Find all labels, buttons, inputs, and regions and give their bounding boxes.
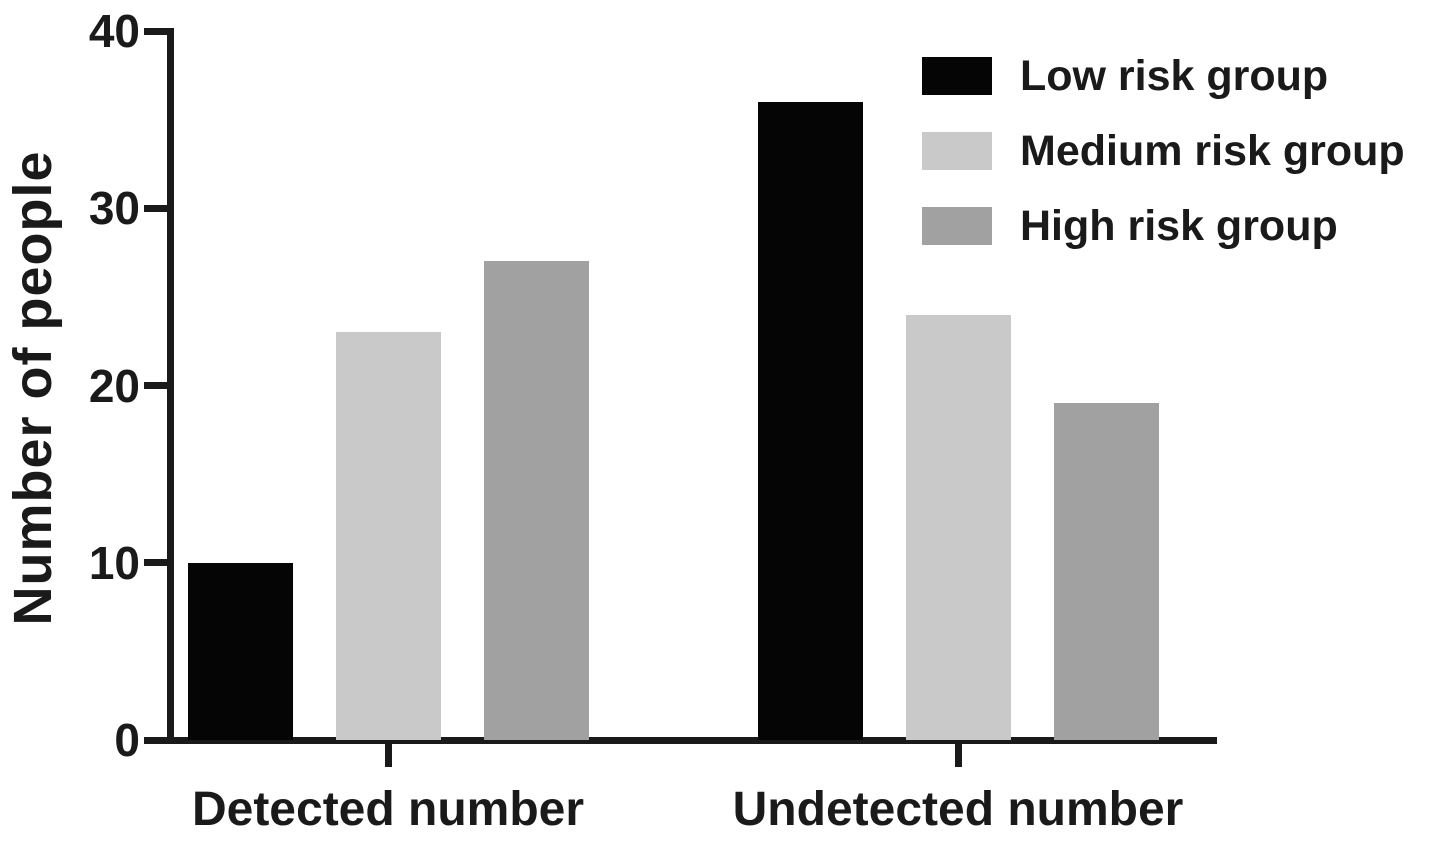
bar-high-risk-group-2 xyxy=(1053,403,1159,740)
y-tick-mark xyxy=(144,382,170,389)
y-tick-label: 40 xyxy=(88,5,140,57)
y-axis-line xyxy=(167,28,174,744)
x-category-label: Detected number xyxy=(191,783,585,836)
y-tick-mark xyxy=(144,27,170,35)
bar-medium-risk-group-1 xyxy=(335,332,441,740)
y-tick-mark xyxy=(144,559,170,567)
legend-label: Low risk group xyxy=(1020,52,1329,100)
y-tick-label: 20 xyxy=(88,359,140,412)
x-tick-mark xyxy=(384,744,392,767)
y-tick-label: 0 xyxy=(114,714,140,766)
bar-low-risk-group-1 xyxy=(187,562,293,740)
y-tick-mark xyxy=(144,204,170,212)
x-category-label: Undetected number xyxy=(732,783,1184,836)
y-tick-label: 30 xyxy=(88,182,140,235)
legend-label: Medium risk group xyxy=(1020,127,1405,175)
legend-swatch-low-risk-group xyxy=(922,57,992,95)
y-tick-label: 10 xyxy=(88,536,140,589)
legend-swatch-high-risk-group xyxy=(922,207,992,245)
x-axis-line xyxy=(167,737,1217,744)
bar-high-risk-group-1 xyxy=(483,261,589,740)
legend-swatch-medium-risk-group xyxy=(922,132,992,170)
x-tick-mark xyxy=(954,744,962,767)
legend-label: High risk group xyxy=(1020,202,1338,250)
bar-medium-risk-group-2 xyxy=(905,314,1011,740)
y-tick-mark xyxy=(144,736,170,744)
bar-low-risk-group-2 xyxy=(757,101,863,740)
